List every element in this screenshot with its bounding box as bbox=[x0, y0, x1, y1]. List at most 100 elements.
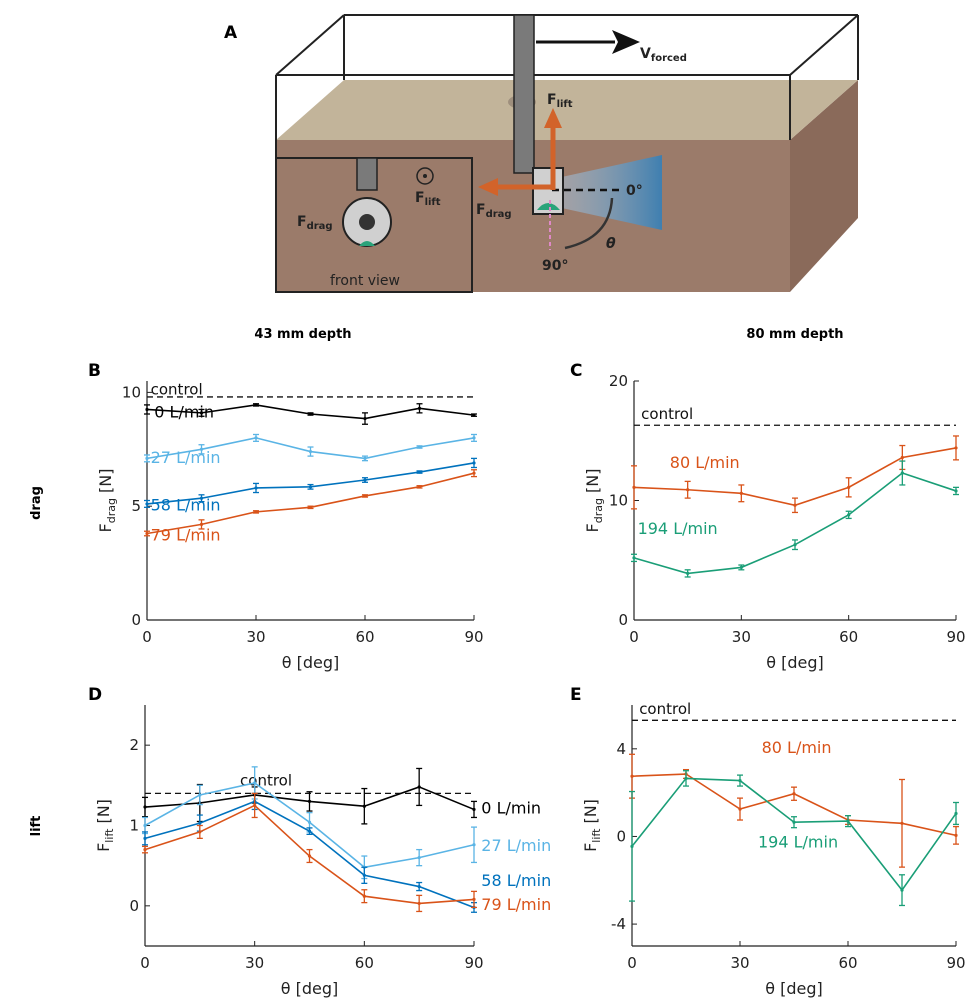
chart-e: 0 30 60 90 -4 0 4 θ [deg] Flift [N] control 80 L/m… bbox=[581, 700, 966, 998]
data-point bbox=[307, 854, 312, 858]
x-tick-label: 0 bbox=[629, 628, 639, 646]
x-axis-label: θ [deg] bbox=[281, 979, 339, 998]
series-label: 79 L/min bbox=[151, 525, 221, 544]
x-tick-label: 90 bbox=[464, 628, 483, 646]
data-point bbox=[792, 792, 796, 796]
data-point bbox=[254, 436, 258, 440]
panel-label-c: C bbox=[570, 361, 582, 381]
y-tick-label: 20 bbox=[609, 372, 628, 390]
data-point bbox=[846, 819, 850, 823]
data-point bbox=[199, 447, 204, 451]
y-tick-label: 2 bbox=[129, 736, 139, 754]
v-label: Vforced bbox=[640, 46, 687, 64]
x-tick-label: 30 bbox=[730, 954, 749, 972]
data-point bbox=[145, 407, 149, 412]
data-point bbox=[143, 848, 147, 852]
series-0: 80 L/min bbox=[631, 435, 959, 514]
series-1: 194 L/min bbox=[629, 770, 959, 907]
y-axis-label: Flift [N] bbox=[581, 799, 603, 852]
control-label: control bbox=[641, 405, 693, 423]
series-label: 0 L/min bbox=[154, 402, 214, 421]
series-1: 194 L/min bbox=[631, 460, 959, 578]
angle-90-label: 90° bbox=[542, 258, 568, 274]
y-tick-label: 0 bbox=[131, 611, 141, 629]
y-axis-label: Flift [N] bbox=[94, 799, 116, 852]
column-header-80mm: 80 mm depth bbox=[746, 327, 843, 342]
theta-label: θ bbox=[606, 236, 616, 252]
data-point bbox=[954, 811, 958, 816]
row-header-lift: lift bbox=[29, 816, 44, 837]
series-label: 27 L/min bbox=[151, 448, 221, 467]
series-label: 80 L/min bbox=[762, 738, 832, 757]
data-point bbox=[307, 820, 312, 824]
x-tick-label: 60 bbox=[355, 954, 374, 972]
flift-label: Flift bbox=[547, 92, 573, 110]
data-point bbox=[847, 485, 851, 489]
data-point bbox=[253, 803, 257, 808]
data-point bbox=[793, 543, 797, 547]
data-point bbox=[143, 823, 147, 828]
x-tick-label: 60 bbox=[838, 954, 857, 972]
data-point bbox=[363, 456, 367, 460]
data-point bbox=[308, 449, 313, 454]
series-1: 27 L/min bbox=[142, 766, 551, 880]
data-point bbox=[684, 776, 688, 780]
data-point bbox=[900, 455, 904, 460]
front-fdrag-label: Fdrag bbox=[297, 214, 333, 232]
probe-green bbox=[537, 203, 560, 210]
series-label: 194 L/min bbox=[758, 832, 838, 851]
data-point bbox=[900, 888, 904, 892]
data-point bbox=[363, 478, 367, 482]
series-label: 194 L/min bbox=[638, 519, 718, 538]
front-probe-center bbox=[359, 214, 375, 230]
y-tick-label: 10 bbox=[609, 492, 628, 510]
x-axis-label: θ [deg] bbox=[765, 979, 823, 998]
series-label: 80 L/min bbox=[670, 453, 740, 472]
data-point bbox=[143, 836, 147, 840]
angle-0-label: 0° bbox=[626, 183, 643, 199]
data-point bbox=[199, 522, 204, 527]
control-label: control bbox=[639, 700, 691, 718]
y-tick-label: 1 bbox=[129, 817, 139, 835]
panel-label-d: D bbox=[88, 685, 102, 705]
data-point bbox=[472, 461, 476, 465]
data-point bbox=[363, 416, 367, 421]
x-axis-label: θ [deg] bbox=[282, 653, 340, 672]
data-point bbox=[198, 821, 202, 825]
data-point bbox=[307, 829, 312, 833]
data-point bbox=[472, 843, 476, 847]
data-point bbox=[199, 411, 204, 415]
data-point bbox=[254, 403, 258, 407]
data-point bbox=[632, 556, 636, 560]
x-tick-label: 90 bbox=[464, 954, 483, 972]
series-label: 58 L/min bbox=[481, 871, 551, 890]
data-point bbox=[630, 844, 634, 848]
x-tick-label: 30 bbox=[732, 628, 751, 646]
data-point bbox=[417, 901, 421, 906]
data-point bbox=[307, 799, 312, 804]
data-point bbox=[738, 778, 742, 783]
series-label: 0 L/min bbox=[481, 798, 541, 817]
y-tick-label: -4 bbox=[611, 915, 626, 933]
series-3: 79 L/min bbox=[142, 792, 551, 914]
data-point bbox=[417, 785, 421, 789]
data-point bbox=[308, 505, 313, 509]
x-tick-label: 0 bbox=[140, 954, 150, 972]
data-point bbox=[199, 496, 204, 500]
x-tick-label: 0 bbox=[627, 954, 637, 972]
chart-c: 0 30 60 90 0 10 20 θ [deg] Fdrag [N] control 80 L/… bbox=[583, 372, 966, 672]
y-axis-label: Fdrag [N] bbox=[96, 469, 118, 533]
data-point bbox=[739, 491, 743, 495]
front-probe-green bbox=[359, 241, 375, 246]
data-point bbox=[472, 807, 476, 812]
data-point bbox=[472, 413, 476, 417]
soil-side-face bbox=[790, 80, 858, 292]
front-rod bbox=[356, 157, 378, 191]
data-point bbox=[954, 489, 958, 493]
data-point bbox=[143, 805, 147, 809]
chart-b: 0 30 60 90 0 5 10 θ [deg] Fdrag [N] control 0 L/mi… bbox=[96, 381, 484, 672]
lift-arrow bbox=[544, 108, 562, 128]
velocity-arrow bbox=[612, 30, 640, 54]
